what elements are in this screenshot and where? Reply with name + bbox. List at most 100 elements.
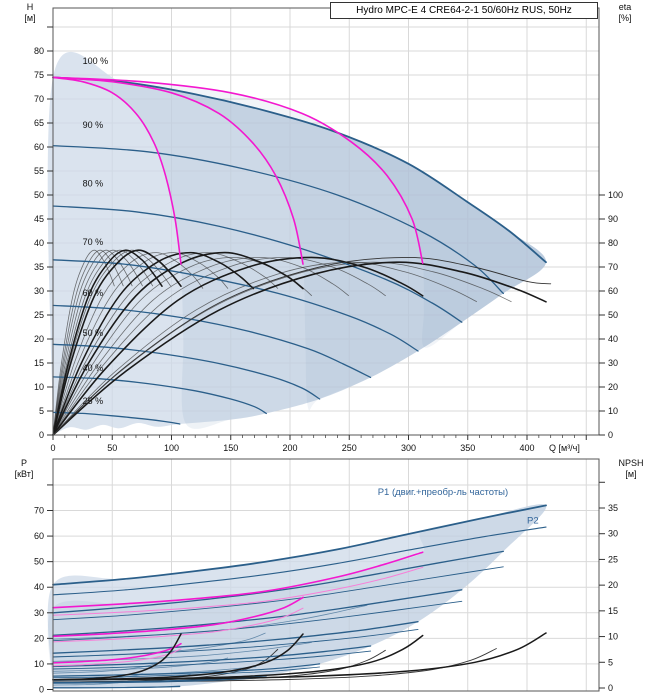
e1-scaled — [52, 249, 124, 436]
tick-label: 50 — [608, 310, 618, 320]
curve-label: 50 % — [83, 328, 104, 338]
tick-label: 90 — [608, 214, 618, 224]
p2-80 — [52, 600, 463, 642]
q-axis-title: Q [м³/ч] — [549, 443, 580, 453]
tick-label: 20 — [608, 580, 618, 590]
speed-25 — [52, 411, 181, 425]
e1a — [52, 249, 163, 436]
npsh-4 — [52, 632, 547, 681]
envelope-zone-2 — [53, 77, 547, 429]
tick-label: 35 — [608, 503, 618, 513]
tick-label: 10 — [34, 659, 44, 669]
speed-90 — [52, 144, 504, 295]
curve-label: 100 % — [83, 56, 109, 66]
envelope-zone-3 — [53, 77, 547, 411]
tick-label: 100 — [608, 190, 623, 200]
tick-label: 40 — [34, 582, 44, 592]
p2-100 — [52, 526, 547, 596]
tick-label: 35 — [34, 262, 44, 272]
tick-label: 10 — [608, 632, 618, 642]
tick-label: 70 — [34, 94, 44, 104]
p-axis-title: P [кВт] — [14, 458, 34, 479]
curve-label: P2 — [527, 515, 539, 526]
tick-label: 0 — [50, 443, 55, 453]
tick-label: 50 — [107, 443, 117, 453]
tick-label: 5 — [39, 406, 44, 416]
duty-3pump — [52, 76, 424, 264]
tick-label: 20 — [608, 382, 618, 392]
p1-50 — [52, 663, 321, 677]
mp1b — [52, 648, 182, 667]
duty-2pump — [52, 76, 304, 265]
p1-60 — [52, 645, 372, 668]
p2-40 — [52, 677, 267, 684]
p1-70 — [52, 621, 419, 654]
e1 — [52, 249, 182, 436]
p1-80 — [52, 589, 463, 636]
tick-label: 15 — [608, 606, 618, 616]
p2-60 — [52, 650, 372, 670]
chart-title: Hydro MPC-E 4 CRE64-2-1 50/60Hz RUS, 50H… — [330, 2, 598, 19]
plot-border — [52, 458, 600, 692]
tick-label: 400 — [519, 443, 534, 453]
speed-70 — [52, 259, 419, 352]
e4t — [52, 256, 552, 436]
tick-label: 0 — [608, 430, 613, 440]
e3-scaled — [52, 256, 386, 436]
p2-25 — [52, 686, 181, 689]
tick-label: 40 — [608, 334, 618, 344]
curve-label: P1 (двиг.+преобр-ль частоты) — [378, 487, 508, 498]
mp3b — [52, 566, 424, 616]
duty-1pump — [52, 76, 182, 265]
tick-label: 100 — [164, 443, 179, 453]
tick-label: 25 — [608, 554, 618, 564]
e3 — [52, 256, 424, 436]
tick-label: 60 — [34, 142, 44, 152]
e1-scaled — [52, 249, 154, 436]
eta-axis-title: eta [%] — [618, 2, 632, 23]
curve-label: 80 % — [83, 178, 104, 188]
curve-label: 40 % — [83, 363, 104, 373]
tick-label: 300 — [401, 443, 416, 453]
mp1a — [52, 642, 182, 664]
e1-scaled — [52, 249, 143, 436]
p1-90 — [52, 550, 504, 614]
tick-label: 0 — [39, 430, 44, 440]
e2-scaled — [52, 252, 229, 436]
tick-label: 0 — [608, 683, 613, 693]
tick-label: 250 — [342, 443, 357, 453]
pump-power-npsh-chart: 0 10 20 30 40 50 60 70 0 5 10 15 20 25 30 35 P1 (двиг.+п… — [34, 458, 618, 695]
e2 — [52, 251, 304, 436]
tick-label: 0 — [39, 685, 44, 695]
pump-qh-chart: 0 5 10 15 20 25 30 35 40 45 50 55 60 65 70 75 80 0 10 20 30 4… — [34, 7, 623, 453]
speed-50 — [52, 343, 321, 400]
tick-label: 75 — [34, 70, 44, 80]
e3-scaled — [52, 256, 350, 436]
p2-90 — [52, 566, 504, 621]
e4-scaled — [52, 261, 512, 436]
tick-label: 10 — [608, 406, 618, 416]
mp2a — [52, 596, 304, 638]
h-axis-title: H [м] — [24, 2, 36, 23]
tick-label: 20 — [34, 633, 44, 643]
tick-label: 30 — [608, 358, 618, 368]
tick-label: 40 — [34, 238, 44, 248]
tick-label: 10 — [34, 382, 44, 392]
p1-100 — [52, 504, 547, 586]
e1-scaled — [52, 249, 133, 436]
curve-label: 25 % — [83, 396, 104, 406]
tick-label: 50 — [34, 190, 44, 200]
tick-label: 20 — [34, 334, 44, 344]
mp2a-scaled — [52, 657, 229, 672]
envelope-zone-4 — [53, 77, 547, 348]
e4 — [52, 261, 547, 436]
curve-label: 70 % — [83, 237, 104, 247]
tick-label: 30 — [608, 529, 618, 539]
speed-80 — [52, 205, 463, 323]
tick-label: 350 — [460, 443, 475, 453]
e1-scaled — [52, 249, 172, 436]
speed-40 — [52, 376, 267, 415]
tick-label: 80 — [608, 238, 618, 248]
